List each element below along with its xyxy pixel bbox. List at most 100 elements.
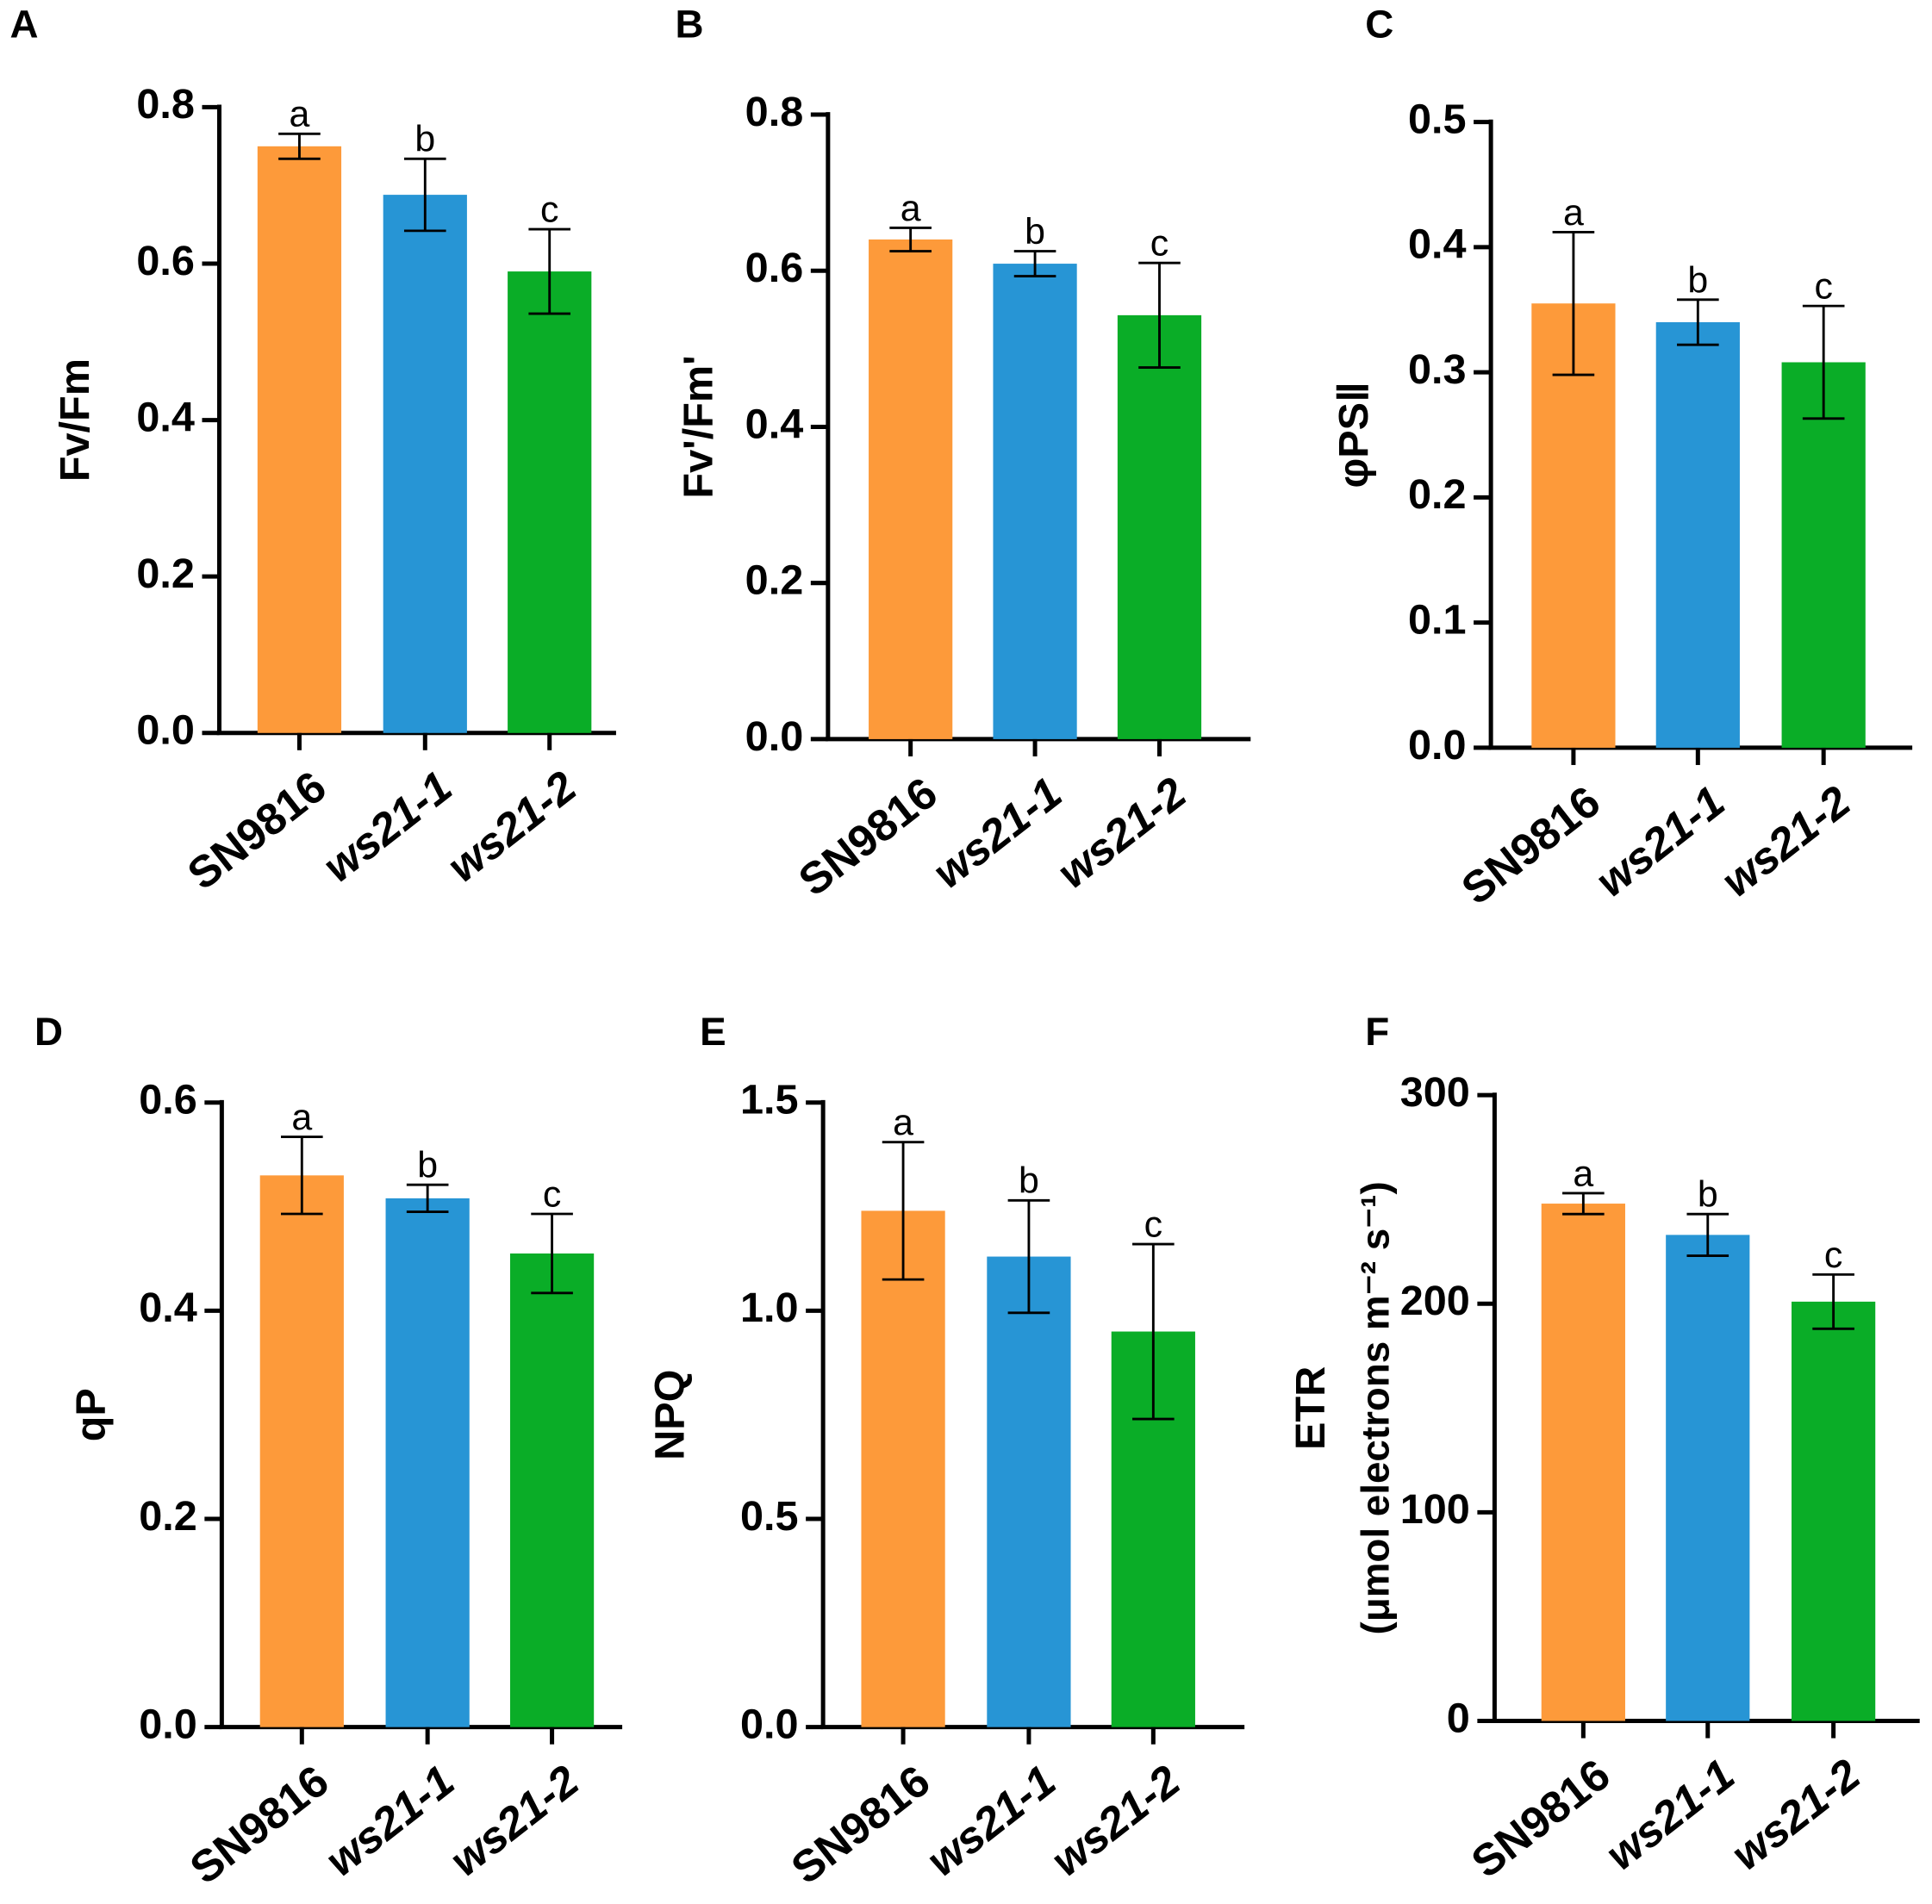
bar	[987, 1256, 1071, 1727]
y-tick-label: 0.8	[136, 81, 195, 128]
bar	[861, 1210, 945, 1727]
y-tick-label: 1.5	[740, 1077, 799, 1123]
panel-label: E	[700, 1010, 726, 1054]
y-axis-label: Fv'/Fm'	[675, 355, 721, 498]
error-bar	[882, 1141, 925, 1281]
x-tick-label: ws21-1	[917, 1755, 1064, 1885]
x-tick-label: SN9816	[782, 1755, 938, 1893]
bar	[1791, 1301, 1876, 1721]
error-bar	[1007, 1198, 1050, 1315]
x-tick-label: ws21-2	[1042, 1755, 1189, 1886]
y-tick-label: 0.0	[139, 1702, 197, 1748]
y-tick-label: 0.0	[740, 1702, 799, 1748]
error-bar	[278, 132, 321, 160]
panel-label: C	[1365, 3, 1393, 47]
significance-letter: b	[1019, 1160, 1039, 1202]
y-tick-label: 0.3	[1408, 346, 1467, 393]
significance-letter: c	[1144, 1204, 1162, 1245]
x-tick-label: ws21-1	[1596, 1749, 1743, 1879]
y-tick-label: 100	[1400, 1486, 1470, 1533]
y-tick-label: 0.1	[1408, 597, 1467, 644]
error-bar	[528, 227, 571, 315]
y-axis-label: φPSⅡ	[1331, 382, 1377, 488]
x-tick-label: SN9816	[1452, 776, 1609, 914]
bar	[259, 1175, 344, 1727]
error-bar	[281, 1136, 323, 1216]
error-bar	[1677, 298, 1719, 346]
bar	[993, 264, 1077, 739]
x-tick-label: ws21-2	[440, 1755, 588, 1886]
y-axis-label: NPQ	[647, 1370, 694, 1460]
x-tick-label: ws21-2	[1048, 767, 1195, 898]
bar	[257, 146, 342, 733]
significance-letter: a	[291, 1097, 312, 1138]
x-tick-label: ws21-1	[316, 1755, 464, 1885]
error-bar	[1132, 1242, 1175, 1421]
significance-letter: c	[1824, 1235, 1842, 1276]
y-tick-label: 0.0	[136, 707, 195, 754]
x-tick-label: ws21-2	[1722, 1749, 1869, 1880]
bar	[1541, 1204, 1625, 1721]
bar	[1117, 314, 1202, 739]
y-tick-label: 1.0	[740, 1285, 799, 1331]
y-tick-label: 0.5	[740, 1493, 799, 1540]
y-tick-label: 300	[1400, 1069, 1470, 1116]
error-bar	[1812, 1272, 1854, 1330]
y-tick-label: 0.6	[136, 238, 195, 284]
bar	[508, 271, 592, 733]
y-tick-label: 0.2	[136, 551, 195, 597]
error-bar	[889, 226, 932, 252]
x-tick-label: ws21-1	[923, 768, 1070, 898]
y-tick-label: 0.8	[745, 89, 804, 135]
y-axis-unit: (μmol electrons m⁻² s⁻¹)	[1353, 1181, 1397, 1634]
y-tick-label: 0.4	[1408, 221, 1467, 268]
significance-letter: b	[1698, 1174, 1718, 1216]
y-tick-label: 0.2	[139, 1493, 197, 1540]
y-tick-label: 200	[1400, 1278, 1470, 1324]
error-bar	[1686, 1212, 1729, 1258]
significance-letter: c	[543, 1173, 561, 1215]
panel-label: D	[34, 1010, 63, 1054]
significance-letter: a	[1573, 1153, 1593, 1194]
error-bar	[1562, 1192, 1605, 1216]
panel-label: B	[676, 3, 704, 47]
bar	[1666, 1235, 1750, 1721]
y-tick-label: 0.5	[1408, 96, 1467, 142]
panel: F ETR (μmol electrons m⁻² s⁻¹) 0 100 200 300 a S…	[1287, 1010, 1920, 1887]
error-bar	[1802, 304, 1845, 420]
significance-letter: b	[1687, 259, 1708, 301]
x-tick-label: SN9816	[178, 761, 335, 899]
bar	[1655, 322, 1740, 748]
significance-letter: a	[893, 1102, 913, 1143]
y-tick-label: 0.2	[1408, 471, 1467, 518]
x-tick-label: ws21-2	[1712, 775, 1860, 906]
panel: B Fv'/Fm' 0.0 0.2 0.4 0.6 0.8 a SN9816 b ws21-1 c ws…	[675, 3, 1251, 905]
y-tick-label: 0	[1447, 1695, 1470, 1741]
y-tick-label: 0.0	[1408, 722, 1467, 768]
error-bar	[1138, 261, 1181, 370]
error-bar	[403, 157, 446, 233]
x-tick-label: ws21-1	[1586, 776, 1734, 906]
error-bar	[1013, 250, 1056, 277]
panel: E NPQ 0.0 0.5 1.0 1.5 a SN9816 b ws21-1 c ws21-2	[647, 1010, 1245, 1894]
y-axis-label: Fv/Fm	[52, 358, 98, 482]
y-tick-label: 0.4	[139, 1285, 197, 1331]
significance-letter: b	[1025, 211, 1045, 252]
error-bar	[531, 1212, 573, 1295]
significance-letter: b	[414, 119, 435, 160]
y-tick-label: 0.6	[745, 245, 804, 291]
panel-label: A	[9, 3, 38, 47]
panel-label: F	[1365, 1010, 1389, 1054]
significance-letter: c	[1150, 223, 1169, 264]
bar	[869, 239, 953, 739]
error-bar	[406, 1183, 449, 1214]
significance-letter: c	[540, 189, 558, 230]
panel: DqP 0.0 0.2 0.4 0.6 a SN9816 b ws21-1 c ws21-2	[34, 1010, 623, 1894]
panel: A Fv/Fm 0.0 0.2 0.4 0.6 0.8 a SN9816 b ws21-1 c ws21…	[9, 3, 616, 899]
bar	[383, 195, 467, 733]
bar	[1781, 362, 1866, 748]
significance-letter: b	[417, 1145, 438, 1186]
y-tick-label: 0.6	[139, 1077, 197, 1123]
x-tick-label: SN9816	[789, 768, 946, 905]
bar	[385, 1198, 470, 1727]
